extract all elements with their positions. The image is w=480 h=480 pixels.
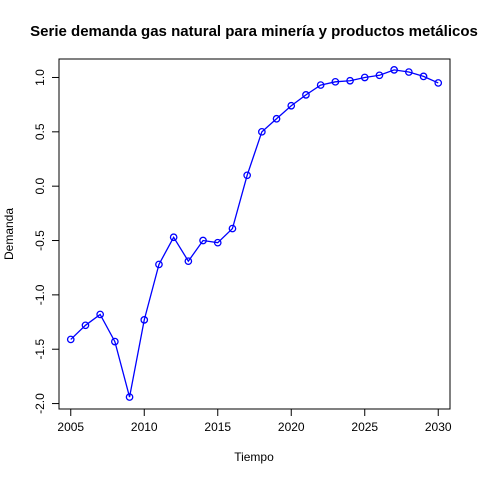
data-point [140, 316, 149, 324]
data-point [243, 171, 252, 180]
y-axis-label: Demanda [2, 208, 16, 260]
y-tick-label: 0.0 [33, 178, 47, 195]
data-point [169, 233, 178, 242]
data-point [331, 77, 340, 86]
data-point [228, 224, 237, 233]
data-point [360, 73, 369, 82]
plot-frame [58, 58, 451, 410]
data-point [287, 101, 296, 110]
data-point [346, 76, 354, 85]
y-tick-label: -1.0 [33, 284, 47, 305]
data-point [111, 337, 119, 346]
chart-title: Serie demanda gas natural para minería y… [30, 23, 478, 40]
data-point [125, 393, 134, 401]
x-axis: 2005 2010 2015 2020 2025 2030 [57, 408, 452, 434]
y-tick-label: 0.5 [33, 123, 47, 140]
data-point [375, 71, 384, 80]
x-tick-label: 2005 [57, 420, 84, 434]
series-layer [66, 66, 443, 401]
y-axis: -2.0 -1.5 -1.0 -0.5 0.0 0.5 1.0 [33, 69, 60, 414]
data-point [434, 79, 443, 87]
y-tick-label: -1.5 [33, 339, 47, 360]
data-point [390, 66, 398, 74]
data-point [302, 91, 310, 99]
x-tick-label: 2025 [351, 420, 378, 434]
data-point [257, 127, 266, 136]
x-axis-label: Tiempo [234, 450, 274, 464]
data-point [316, 81, 325, 89]
data-point [404, 68, 413, 76]
data-point [199, 236, 207, 245]
data-point [66, 335, 75, 344]
data-point [419, 72, 428, 81]
x-tick-label: 2030 [425, 420, 452, 434]
data-point [272, 114, 281, 123]
x-tick-label: 2015 [204, 420, 231, 434]
data-point [184, 257, 193, 266]
y-tick-label: -2.0 [33, 393, 47, 414]
data-point [213, 238, 222, 247]
x-tick-label: 2010 [131, 420, 158, 434]
data-point [81, 321, 90, 330]
y-tick-label: -0.5 [33, 230, 47, 251]
x-tick-label: 2020 [278, 420, 305, 434]
series-line [70, 69, 439, 398]
y-tick-label: 1.0 [33, 69, 47, 86]
data-point [155, 260, 163, 269]
data-point [96, 310, 105, 319]
